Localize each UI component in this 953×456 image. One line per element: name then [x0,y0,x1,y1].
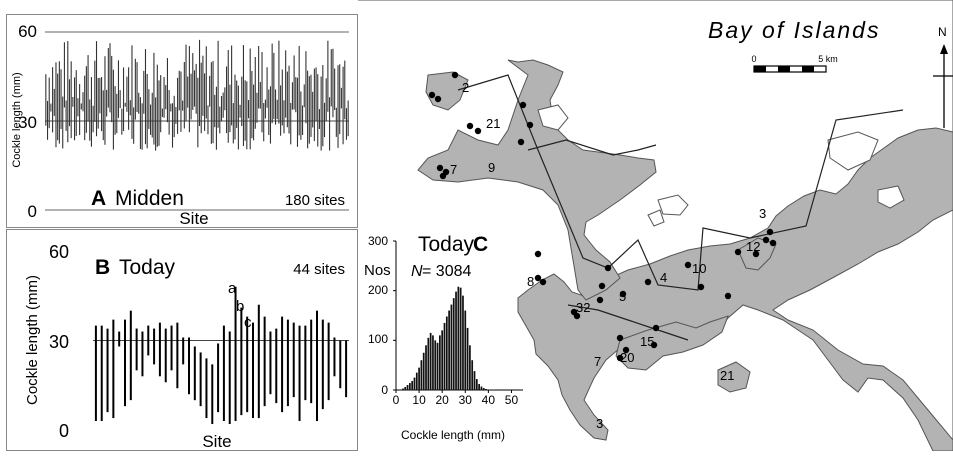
map-site-dot [770,240,776,246]
map-site-dot [725,293,731,299]
map-site-dot [735,249,741,255]
a-site-count: 180 sites [285,192,345,209]
map-site-dot [685,262,691,268]
map-title: Bay of Islands [708,17,880,43]
b-point-label-b: b [236,298,244,315]
map-site-dot [597,297,603,303]
scale-bar: 0 5 km [751,54,837,72]
map-site-dot [535,251,541,257]
map-site-dot [520,102,526,108]
site-label: 5 [619,289,626,304]
map-site-dot [653,325,659,331]
site-label: 32 [576,300,590,315]
panel-a-midden: 60 30 0 Cockle length (mm) Site A Midden… [6,14,358,228]
b-point-label-c: c [244,314,252,331]
b-xlabel: Site [202,432,231,450]
a-ylabel: Cockle length (mm) [11,72,23,167]
a-ytick-0: 0 [28,202,37,221]
map-site-dot [429,92,435,98]
b-ytick-30: 30 [49,332,69,352]
map-site-dot [527,122,533,128]
site-label: 21 [720,368,734,383]
site-label: 7 [450,162,457,177]
b-ytick-0: 0 [59,421,69,441]
today-range-chart: 60 30 0 Cockle length (mm) Site B Today … [7,230,357,450]
b-ytick-60: 60 [49,242,69,262]
map-site-dot [518,139,524,145]
site-label: 21 [486,116,500,131]
map-site-dot [535,275,541,281]
b-site-count: 44 sites [293,261,345,278]
site-label: 2 [462,80,469,95]
midden-chart: 60 30 0 Cockle length (mm) Site A Midden… [7,15,357,227]
map-site-dot [605,265,611,271]
map-site-dot [437,165,443,171]
map-site-dot [467,123,473,129]
a-ytick-60: 60 [18,22,37,41]
map-site-dot [452,72,458,78]
site-label: 12 [746,239,760,254]
b-ylabel: Cockle length (mm) [24,275,41,405]
map-panel: Bay of Islands 0 5 km N 2 21 7 9 8 32 5 … [358,0,953,451]
map-site-dot [617,335,623,341]
map-site-dot [435,96,441,102]
panel-b-today: 60 30 0 Cockle length (mm) Site B Today … [6,229,358,451]
site-label: 3 [596,416,603,431]
map-island [658,195,688,215]
map-site-dot [767,229,773,235]
map-site-dot [645,279,651,285]
map-site-dot [599,283,605,289]
a-title: Midden [115,187,184,210]
b-panel-letter: B [95,256,110,279]
site-label: 9 [488,160,495,175]
site-label: 20 [620,350,634,365]
map-site-dot [475,128,481,134]
map-island [648,210,664,226]
site-label: 3 [759,206,766,221]
scale-zero: 0 [751,54,756,64]
map-site-dot [440,173,446,179]
site-label: 7 [594,354,601,369]
map-site-dot [698,284,704,290]
a-xlabel: Site [179,209,208,227]
a-panel-letter: A [91,187,106,210]
north-arrow: N [933,25,953,128]
site-label: 15 [640,334,654,349]
b-title: Today [119,256,176,279]
map-site-dot [540,279,546,285]
b-point-label-a: a [228,280,237,297]
site-label: 4 [660,270,667,285]
map-site-dot [763,237,769,243]
bay-of-islands-map: Bay of Islands 0 5 km N 2 21 7 9 8 32 5 … [358,0,953,451]
north-label: N [938,25,947,39]
site-label: 10 [692,261,706,276]
scale-label: 5 km [818,54,838,64]
site-label: 8 [527,274,534,289]
